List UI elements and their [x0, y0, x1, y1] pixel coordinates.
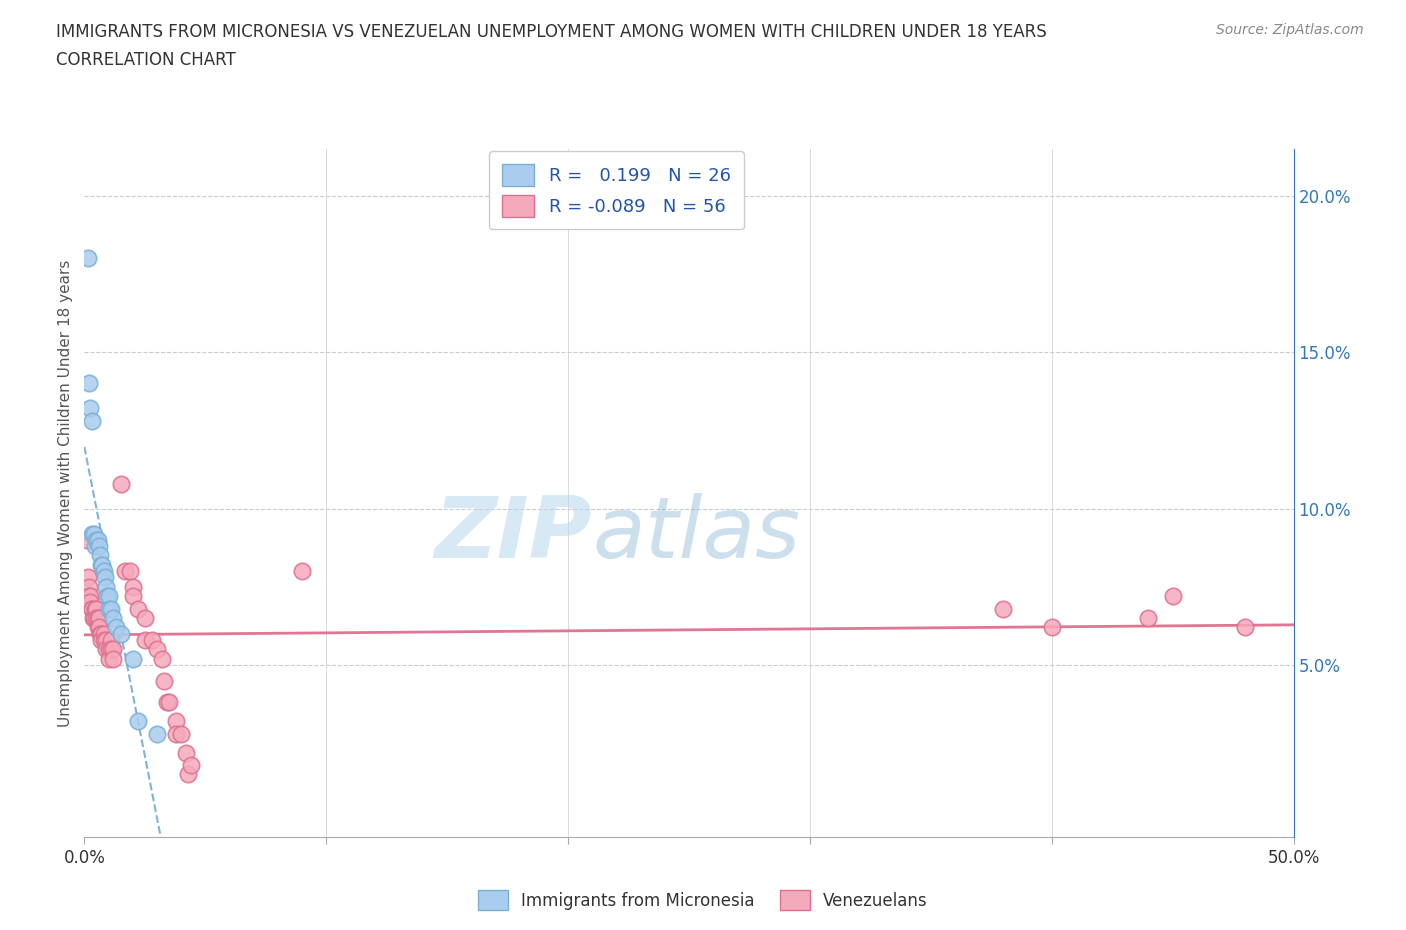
- Point: [97, 642, 120, 657]
- Point: [165, 726, 187, 741]
- Point: [103, 651, 125, 666]
- Point: [80, 526, 103, 541]
- Point: [127, 601, 149, 616]
- Point: [80, 414, 103, 429]
- Point: [134, 611, 156, 626]
- Point: [1234, 620, 1257, 635]
- Point: [1040, 620, 1063, 635]
- Point: [110, 476, 132, 491]
- Point: [91, 557, 114, 572]
- Point: [94, 642, 117, 657]
- Point: [1137, 611, 1160, 626]
- Point: [86, 620, 108, 635]
- Point: [97, 651, 120, 666]
- Point: [77, 570, 100, 585]
- Point: [97, 601, 120, 616]
- Point: [103, 611, 125, 626]
- Legend: R =   0.199   N = 26, R = -0.089   N = 56: R = 0.199 N = 26, R = -0.089 N = 56: [489, 151, 744, 230]
- Text: CORRELATION CHART: CORRELATION CHART: [56, 51, 236, 69]
- Point: [79, 595, 101, 610]
- Point: [103, 642, 125, 657]
- Point: [121, 579, 143, 594]
- Point: [87, 620, 110, 635]
- Point: [97, 589, 120, 604]
- Point: [94, 570, 117, 585]
- Point: [80, 601, 103, 616]
- Y-axis label: Unemployment Among Women with Children Under 18 years: Unemployment Among Women with Children U…: [58, 259, 73, 726]
- Point: [90, 626, 112, 641]
- Point: [121, 651, 143, 666]
- Point: [100, 601, 122, 616]
- Point: [93, 626, 115, 641]
- Point: [993, 601, 1015, 616]
- Point: [84, 538, 107, 553]
- Point: [83, 611, 105, 626]
- Point: [84, 601, 107, 616]
- Point: [120, 564, 142, 578]
- Point: [77, 376, 100, 391]
- Point: [93, 564, 115, 578]
- Point: [79, 401, 101, 416]
- Point: [100, 642, 122, 657]
- Text: ZIP: ZIP: [434, 493, 592, 576]
- Point: [82, 611, 104, 626]
- Point: [127, 714, 149, 729]
- Point: [96, 589, 118, 604]
- Point: [79, 589, 101, 604]
- Point: [141, 632, 163, 647]
- Point: [165, 714, 187, 729]
- Point: [86, 611, 108, 626]
- Point: [155, 695, 177, 710]
- Point: [83, 526, 105, 541]
- Point: [146, 642, 169, 657]
- Point: [89, 626, 111, 641]
- Point: [90, 557, 112, 572]
- Point: [87, 611, 110, 626]
- Point: [104, 620, 127, 635]
- Point: [110, 626, 132, 641]
- Point: [77, 589, 100, 604]
- Point: [114, 564, 136, 578]
- Text: atlas: atlas: [592, 493, 800, 576]
- Legend: Immigrants from Micronesia, Venezuelans: Immigrants from Micronesia, Venezuelans: [471, 884, 935, 917]
- Point: [77, 579, 100, 594]
- Point: [177, 767, 200, 782]
- Text: Source: ZipAtlas.com: Source: ZipAtlas.com: [1216, 23, 1364, 37]
- Point: [94, 632, 117, 647]
- Point: [86, 601, 108, 616]
- Point: [150, 651, 173, 666]
- Point: [121, 589, 143, 604]
- Point: [90, 632, 112, 647]
- Point: [80, 601, 103, 616]
- Point: [86, 611, 108, 626]
- Point: [89, 548, 111, 563]
- Point: [134, 632, 156, 647]
- Point: [157, 695, 180, 710]
- Point: [1161, 589, 1184, 604]
- Point: [87, 538, 110, 553]
- Point: [93, 632, 115, 647]
- Text: IMMIGRANTS FROM MICRONESIA VS VENEZUELAN UNEMPLOYMENT AMONG WOMEN WITH CHILDREN : IMMIGRANTS FROM MICRONESIA VS VENEZUELAN…: [56, 23, 1047, 41]
- Point: [86, 532, 108, 547]
- Point: [146, 726, 169, 741]
- Point: [153, 673, 176, 688]
- Point: [170, 726, 193, 741]
- Point: [86, 532, 108, 547]
- Point: [174, 745, 197, 760]
- Point: [180, 758, 202, 773]
- Point: [77, 251, 100, 266]
- Point: [100, 632, 122, 647]
- Point: [94, 579, 117, 594]
- Point: [76, 532, 98, 547]
- Point: [291, 564, 314, 578]
